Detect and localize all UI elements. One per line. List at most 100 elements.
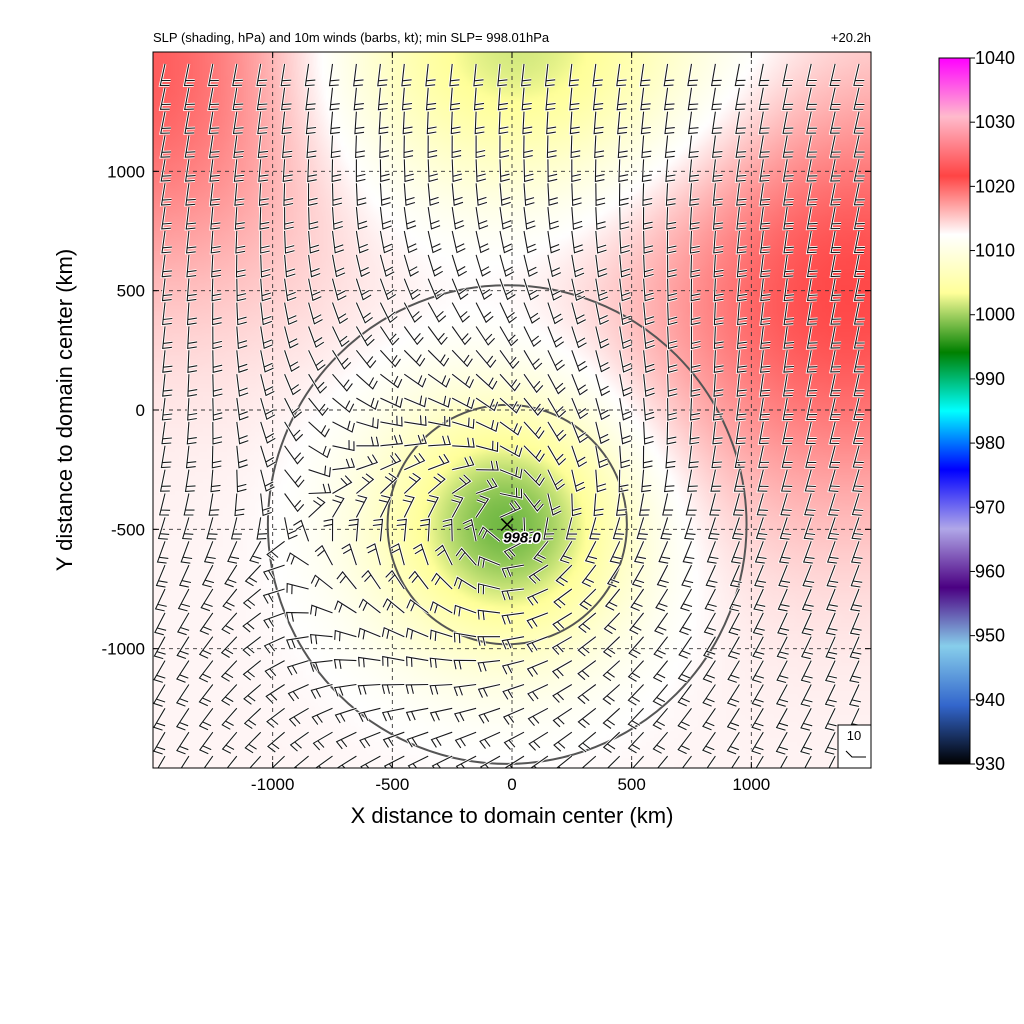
wind-barb xyxy=(706,755,716,768)
wind-barb xyxy=(427,395,451,408)
wind-barb xyxy=(304,63,316,87)
wind-barb xyxy=(180,755,190,768)
wind-barb xyxy=(198,660,214,683)
wind-barb xyxy=(830,159,842,182)
wind-barb xyxy=(711,87,722,111)
wind-barb xyxy=(427,278,445,300)
wind-barb xyxy=(522,111,533,135)
wind-barb xyxy=(849,660,862,684)
wind-barb xyxy=(358,707,381,723)
wind-barb xyxy=(449,87,461,111)
wind-barb xyxy=(520,63,532,87)
wind-barb xyxy=(804,493,816,516)
wind-barb xyxy=(499,159,510,183)
wind-barb xyxy=(333,683,357,697)
wind-barb xyxy=(477,683,501,698)
colorbar-tick-label: 1020 xyxy=(975,176,1015,196)
wind-barb xyxy=(381,707,405,722)
wind-barb xyxy=(260,397,276,421)
wind-barb xyxy=(377,63,388,87)
wind-barb xyxy=(333,659,357,669)
wind-barb xyxy=(654,612,669,635)
wind-barb xyxy=(736,183,747,206)
wind-barb xyxy=(426,111,437,135)
wind-barb xyxy=(331,254,346,278)
wind-barb xyxy=(618,159,629,183)
wind-barb xyxy=(475,440,499,453)
wind-barb xyxy=(379,135,390,159)
wind-barb xyxy=(314,544,333,566)
wind-barb xyxy=(260,350,274,373)
wind-barb xyxy=(805,87,817,110)
wind-barb xyxy=(547,445,567,466)
wind-barb xyxy=(627,731,645,754)
wind-barb xyxy=(266,540,285,561)
wind-barb xyxy=(455,755,477,768)
wind-barb xyxy=(451,207,465,230)
wind-barb xyxy=(523,517,535,541)
wind-barb xyxy=(853,278,865,301)
wind-barb xyxy=(735,421,747,445)
wind-barb xyxy=(475,326,495,346)
wind-barb xyxy=(332,397,355,413)
wind-barb xyxy=(758,111,770,134)
wind-barb xyxy=(249,755,262,768)
wind-barb xyxy=(627,660,645,682)
wind-barb xyxy=(578,612,597,634)
wind-barb xyxy=(783,183,794,206)
wind-barb xyxy=(159,469,171,492)
wind-barb xyxy=(179,564,192,588)
wind-barb xyxy=(198,636,214,659)
wind-barb xyxy=(852,445,864,469)
wind-barb xyxy=(706,541,719,564)
wind-barb xyxy=(595,230,607,254)
colorbar-gradient xyxy=(938,57,971,765)
wind-barb xyxy=(656,564,669,588)
wind-barb xyxy=(348,518,359,542)
wind-barb xyxy=(356,373,378,390)
wind-barb xyxy=(852,421,865,445)
wind-barb xyxy=(355,207,368,230)
wind-barb xyxy=(450,111,461,135)
wind-barb xyxy=(523,373,544,394)
wind-barb xyxy=(681,755,692,768)
wind-barb xyxy=(428,415,451,427)
wind-barb xyxy=(379,230,394,254)
wind-barb xyxy=(824,731,837,755)
wind-barb xyxy=(284,493,305,513)
wind-barb xyxy=(713,254,724,278)
wind-barb xyxy=(527,707,549,727)
wind-barb xyxy=(499,421,523,436)
wind-barb xyxy=(208,135,220,158)
wind-barb xyxy=(604,588,621,611)
wind-barb xyxy=(619,254,631,278)
wind-barb xyxy=(806,326,818,349)
wind-barb xyxy=(619,421,632,445)
wind-barb xyxy=(153,731,166,755)
wind-barb xyxy=(619,207,630,230)
wind-barb xyxy=(366,543,381,566)
colorbar-tick-label: 1000 xyxy=(975,305,1015,325)
wind-barb xyxy=(288,707,309,727)
wind-barb xyxy=(284,326,299,349)
wind-barb xyxy=(704,588,717,612)
wind-barb xyxy=(357,627,381,640)
wind-barb xyxy=(826,541,839,564)
wind-barb xyxy=(355,254,370,278)
wind-barb xyxy=(727,636,740,660)
wind-barb xyxy=(499,302,517,324)
wind-barb xyxy=(243,684,262,705)
wind-barb xyxy=(187,326,198,350)
wind-barb xyxy=(571,254,585,278)
wind-barb xyxy=(203,755,214,768)
wind-barb xyxy=(372,518,384,542)
wind-barb xyxy=(776,660,789,684)
wind-barb xyxy=(736,278,748,302)
wind-barb xyxy=(824,684,837,707)
chart-title: SLP (shading, hPa) and 10m winds (barbs,… xyxy=(153,30,550,45)
wind-barb xyxy=(595,421,610,445)
wind-barb xyxy=(687,111,699,135)
wind-barb xyxy=(308,326,325,348)
wind-barb xyxy=(309,660,333,672)
wind-barb xyxy=(256,87,268,111)
